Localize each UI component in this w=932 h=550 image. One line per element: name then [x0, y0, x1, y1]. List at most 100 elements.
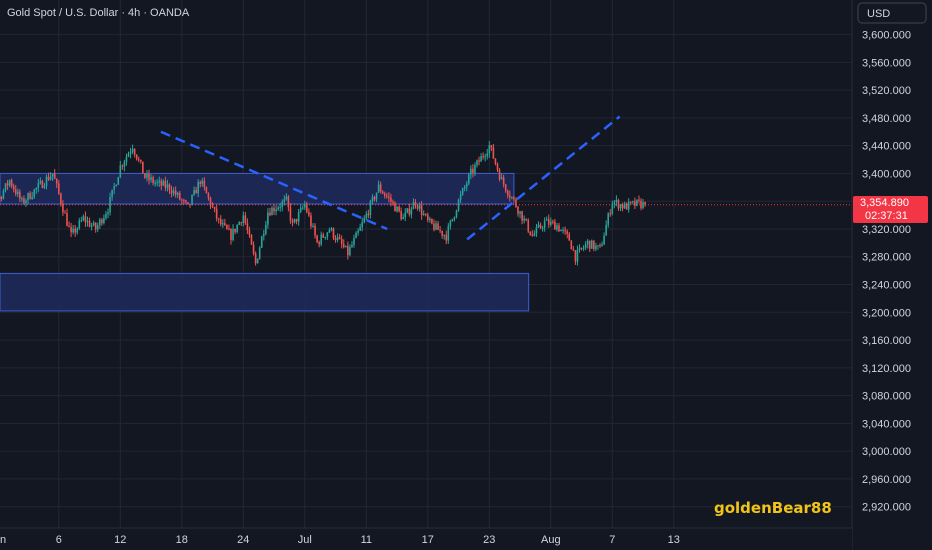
candle-body — [416, 204, 419, 209]
candle-body — [552, 221, 554, 223]
candle-body — [293, 218, 296, 223]
candle-body — [506, 190, 509, 196]
candle-body — [537, 224, 540, 228]
y-tick-label: 3,440.000 — [862, 141, 911, 153]
candle-body — [222, 223, 224, 225]
candle-body — [129, 151, 132, 154]
candle-body — [88, 220, 91, 227]
currency-label: USD — [867, 8, 890, 20]
candle-body — [386, 195, 388, 197]
candle-body — [195, 189, 197, 194]
y-tick-label: 2,920.000 — [862, 502, 911, 514]
y-tick-label: 3,520.000 — [862, 85, 911, 97]
candle-body — [176, 192, 179, 195]
candle-body — [457, 199, 460, 211]
candle-body — [431, 218, 433, 224]
candle-body — [562, 229, 564, 231]
candle-body — [525, 218, 527, 221]
candle-body — [189, 204, 191, 206]
x-tick-label: Jun — [0, 534, 6, 546]
candle-body — [619, 204, 622, 209]
candle-body — [181, 199, 183, 201]
candle-body — [203, 180, 206, 187]
candle-body — [379, 184, 382, 192]
candle-body — [217, 218, 220, 220]
candle-body — [162, 180, 165, 186]
candle-body — [299, 208, 302, 213]
candle-body — [306, 204, 308, 213]
candle-body — [62, 203, 64, 213]
candle-body — [29, 193, 31, 199]
candle-body — [513, 197, 515, 200]
candle-body — [211, 205, 214, 207]
candle-body — [326, 232, 329, 237]
candle-body — [258, 247, 261, 259]
candle-body — [240, 222, 243, 224]
candle-body — [547, 219, 550, 225]
candle-body — [519, 211, 521, 214]
candle-body — [25, 200, 27, 204]
candle-body — [224, 223, 226, 226]
candle-body — [174, 190, 177, 195]
candle-body — [205, 186, 208, 194]
currency-button[interactable]: USD — [857, 2, 927, 24]
candle-body — [248, 230, 251, 235]
candle-body — [566, 231, 568, 234]
candle-body — [492, 147, 495, 159]
candle-body — [574, 250, 577, 262]
candle-body — [146, 173, 148, 178]
candle-body — [82, 216, 85, 221]
candle-body — [603, 235, 605, 245]
candle-body — [160, 180, 163, 186]
candle-body — [107, 212, 109, 215]
candle-body — [361, 222, 363, 228]
candle-body — [301, 207, 304, 209]
candle-body — [584, 244, 587, 248]
candle-body — [433, 223, 435, 230]
candle-body — [617, 199, 620, 209]
candle-body — [70, 227, 72, 233]
y-tick-label: 3,600.000 — [862, 30, 911, 42]
candle-body — [338, 237, 341, 239]
candle-body — [150, 177, 152, 180]
candle-body — [418, 205, 421, 209]
candle-body — [39, 181, 42, 184]
candle-body — [10, 180, 13, 187]
support-resistance-zones — [0, 172, 530, 312]
candle-body — [383, 193, 386, 196]
candle-body — [521, 211, 523, 221]
dashed-trendline — [466, 115, 621, 241]
candle-body — [463, 186, 466, 189]
candle-body — [265, 224, 267, 234]
candle-body — [285, 196, 288, 200]
candle-body — [113, 186, 115, 190]
candle-body — [256, 258, 259, 264]
candle-body — [21, 198, 23, 200]
candle-body — [474, 165, 476, 173]
candle-body — [615, 199, 618, 202]
candle-body — [27, 193, 29, 201]
candle-body — [349, 247, 351, 256]
candle-body — [580, 247, 583, 249]
candle-body — [381, 191, 384, 194]
price-zone — [0, 272, 530, 312]
x-tick-label: 7 — [609, 534, 615, 546]
candle-body — [586, 240, 589, 245]
candle-body — [142, 161, 144, 174]
candle-body — [45, 176, 48, 186]
candle-body — [291, 220, 294, 223]
candle-body — [41, 181, 44, 188]
candle-body — [324, 236, 327, 238]
candle-body — [455, 210, 458, 217]
candle-body — [482, 156, 484, 158]
candle-body — [295, 218, 298, 222]
chart-title: Gold Spot / U.S. Dollar · 4h · OANDA — [7, 7, 190, 19]
candle-body — [424, 213, 427, 215]
price-scale[interactable] — [852, 0, 932, 550]
candle-body — [137, 159, 140, 161]
candle-body — [281, 201, 284, 208]
time-scale[interactable] — [0, 528, 852, 550]
candle-body — [336, 237, 339, 240]
